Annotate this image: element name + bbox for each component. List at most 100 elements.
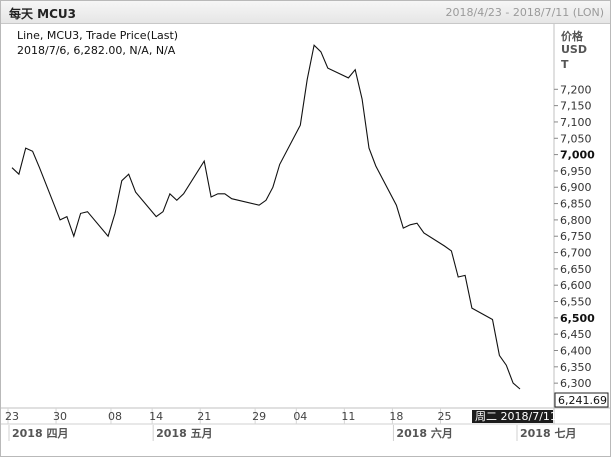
data-point	[306, 78, 308, 80]
month-label: 2018 七月	[520, 426, 576, 440]
month-label: 2018 五月	[156, 427, 212, 440]
data-point	[66, 215, 68, 217]
y-tick-label: 7,050	[560, 132, 592, 145]
cursor-date-background	[472, 410, 553, 423]
data-point	[395, 204, 397, 206]
data-point	[491, 318, 493, 320]
y-tick-label: 6,750	[560, 230, 592, 243]
chart-legend: Line, MCU3, Trade Price(Last) 2018/7/6, …	[17, 28, 178, 58]
y-tick-label: 7,000	[560, 149, 595, 162]
y-tick-label: 6,400	[560, 344, 592, 357]
data-point	[402, 227, 404, 229]
x-tick-label: 14	[149, 410, 163, 423]
data-point	[182, 193, 184, 195]
data-point	[114, 212, 116, 214]
data-point	[347, 77, 349, 79]
data-point	[73, 235, 75, 237]
unit-label-unit: T	[561, 58, 569, 71]
data-point	[423, 232, 425, 234]
data-point	[230, 197, 232, 199]
y-tick-label: 6,850	[560, 198, 592, 211]
unit-label-price: 价格	[561, 30, 583, 43]
x-tick-label: 04	[293, 410, 307, 423]
data-point	[368, 147, 370, 149]
data-point	[519, 388, 521, 390]
data-point	[169, 193, 171, 195]
data-point	[279, 163, 281, 165]
x-tick-label: 21	[197, 410, 211, 423]
data-point	[354, 69, 356, 71]
data-point	[86, 211, 88, 213]
data-point	[79, 212, 81, 214]
data-point	[512, 382, 514, 384]
data-point	[450, 250, 452, 252]
last-value-label: 6,241.69	[558, 394, 607, 407]
month-label: 2018 四月	[12, 427, 68, 440]
data-point	[31, 150, 33, 152]
data-point	[155, 215, 157, 217]
data-point	[272, 186, 274, 188]
y-tick-label: 6,450	[560, 328, 592, 341]
date-range-label: 2018/4/23 - 2018/7/11 (LON)	[445, 6, 604, 19]
data-point	[505, 364, 507, 366]
data-point	[265, 199, 267, 201]
data-point	[59, 219, 61, 221]
month-label: 2018 六月	[396, 426, 452, 440]
data-point	[107, 235, 109, 237]
data-point	[443, 245, 445, 247]
data-point	[121, 180, 123, 182]
y-tick-label: 6,350	[560, 361, 592, 374]
data-point	[224, 193, 226, 195]
cursor-date-box: 周二 2018/7/11	[472, 410, 557, 423]
y-tick-label: 6,300	[560, 377, 592, 390]
y-tick-label: 7,200	[560, 83, 592, 96]
data-point	[11, 166, 13, 168]
data-point	[134, 191, 136, 193]
data-point	[203, 160, 205, 162]
data-point	[176, 199, 178, 201]
x-tick-label: 18	[389, 410, 403, 423]
x-tick-label: 30	[53, 410, 67, 423]
data-point	[457, 276, 459, 278]
data-point	[25, 147, 27, 149]
x-tick-label: 25	[437, 410, 451, 423]
data-point	[320, 51, 322, 53]
data-point	[38, 166, 40, 168]
data-point	[498, 354, 500, 356]
x-tick-label: 08	[108, 410, 122, 423]
legend-value-line: 2018/7/6, 6,282.00, N/A, N/A	[17, 44, 176, 57]
data-point	[217, 193, 219, 195]
data-point	[464, 274, 466, 276]
data-point	[258, 204, 260, 206]
data-point	[128, 173, 130, 175]
unit-label-currency: USD	[561, 43, 587, 56]
x-tick-label: 29	[252, 410, 266, 423]
data-point	[361, 98, 363, 100]
y-tick-label: 6,550	[560, 296, 592, 309]
data-point	[299, 124, 301, 126]
data-point	[375, 165, 377, 167]
data-point	[416, 222, 418, 224]
y-tick-label: 6,500	[560, 312, 595, 325]
cursor-date-label: 周二 2018/7/11	[475, 410, 557, 423]
data-point	[313, 44, 315, 46]
y-tick-label: 7,150	[560, 100, 592, 113]
data-point	[18, 173, 20, 175]
y-tick-label: 6,950	[560, 165, 592, 178]
x-tick-label: 11	[341, 410, 355, 423]
y-tick-label: 6,600	[560, 279, 592, 292]
y-tick-label: 6,800	[560, 214, 592, 227]
price-line	[11, 44, 521, 390]
y-tick-label: 7,100	[560, 116, 592, 129]
data-point	[471, 307, 473, 309]
last-value-box: 6,241.69	[554, 392, 609, 408]
last-value-background	[554, 392, 609, 408]
y-tick-label: 6,650	[560, 263, 592, 276]
y-tick-label: 6,700	[560, 247, 592, 260]
data-point	[210, 196, 212, 198]
title-bar: 每天 MCU3 2018/4/23 - 2018/7/11 (LON)	[1, 1, 610, 24]
data-point	[327, 67, 329, 69]
y-tick-label: 6,900	[560, 181, 592, 194]
